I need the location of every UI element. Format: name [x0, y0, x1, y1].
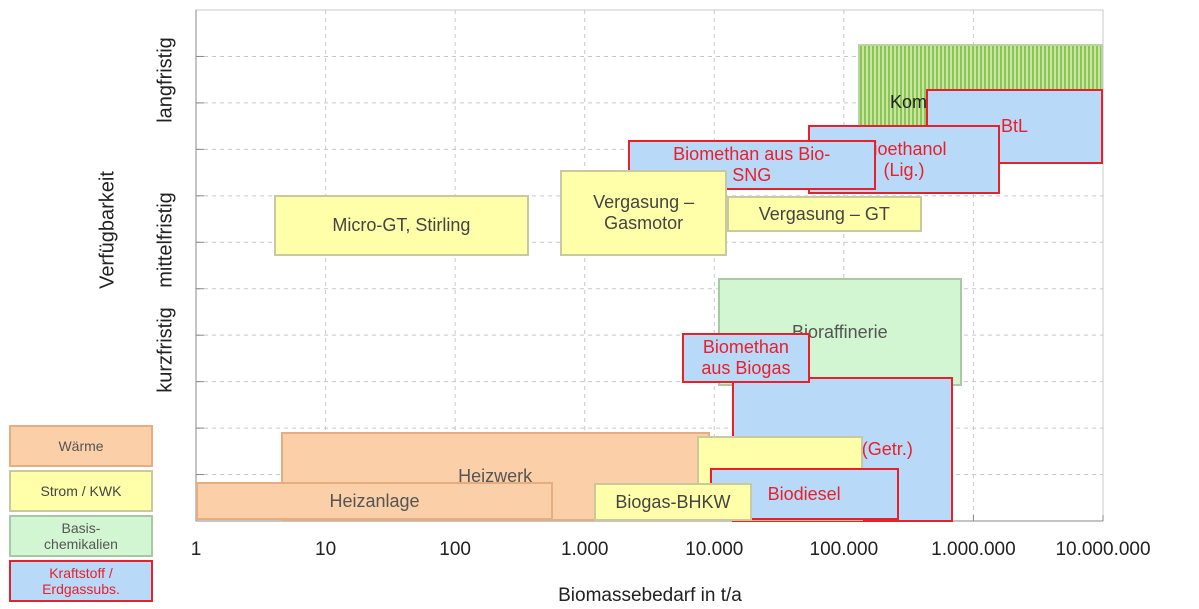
legend-entry: Basis- chemikalien: [9, 515, 153, 557]
x-axis-title: Biomassebedarf in t/a: [558, 585, 742, 606]
x-tick-label: 1.000: [561, 539, 609, 560]
range-box: Biogas-BHKW: [594, 483, 752, 521]
x-tick-label: 1: [191, 539, 202, 560]
y-axis-title: Verfügbarkeit: [96, 171, 118, 289]
x-tick-label: 100: [439, 539, 471, 560]
range-box: Biomethan aus Biogas: [681, 333, 811, 383]
y-label: kurzfristig: [154, 307, 176, 393]
legend-entry: Wärme: [9, 425, 153, 467]
x-tick-label: 10.000: [685, 539, 743, 560]
y-label: mittelfristig: [154, 192, 176, 288]
legend-entry: Kraftstoff / Erdgassubs.: [9, 560, 153, 602]
range-box: Heizanlage: [196, 482, 554, 520]
range-box: Micro-GT, Stirling: [274, 195, 529, 256]
x-tick-label: 10.000.000: [1055, 539, 1150, 560]
x-tick-label: 10: [315, 539, 336, 560]
legend-entry: Strom / KWK: [9, 470, 153, 512]
range-box: Vergasung – GT: [726, 196, 922, 232]
x-tick-label: 1.000.000: [931, 539, 1016, 560]
x-tick-label: 100.000: [810, 539, 879, 560]
y-label: langfristig: [154, 37, 176, 123]
range-box: Vergasung – Gasmotor: [560, 170, 727, 256]
